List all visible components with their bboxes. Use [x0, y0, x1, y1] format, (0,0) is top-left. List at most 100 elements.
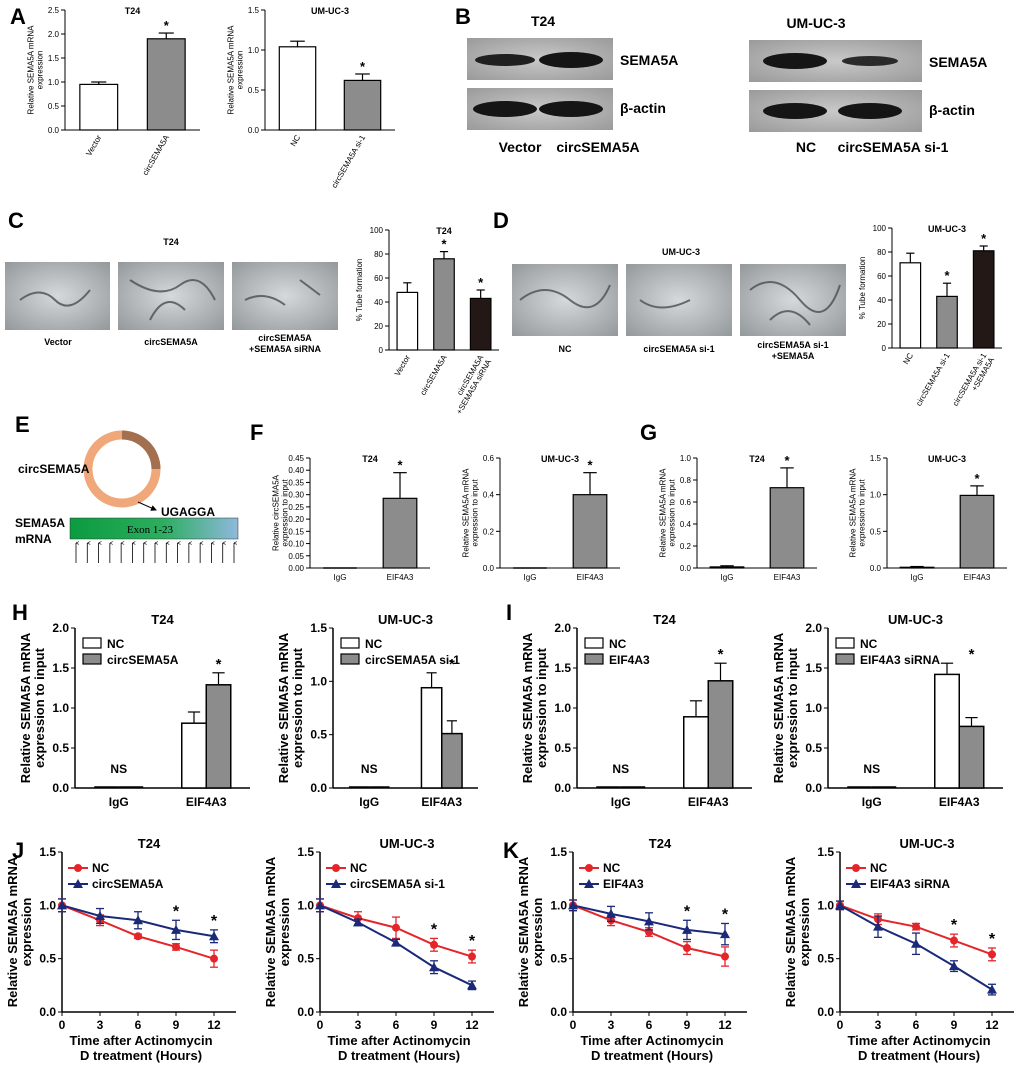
y-tick-label: 0.0 [310, 781, 327, 795]
x-tick-label: EIF4A3 [421, 795, 462, 809]
mrna-bar [69, 517, 239, 540]
micro-d-title: UM-UC-3 [662, 247, 700, 257]
y-tick-label: 0.5 [310, 728, 327, 742]
y-tick-label: 0.0 [817, 1005, 834, 1019]
y-tick-label: 100 [370, 226, 384, 235]
significance-star: * [784, 453, 790, 468]
y-axis-label: Relative SEMA5A mRNAexpression [783, 856, 812, 1007]
significance-star: * [173, 903, 180, 920]
exon-label: Exon 1-23 [127, 524, 174, 536]
tube-network-lines [19, 279, 321, 321]
panel-letter-c: C [8, 208, 24, 233]
micro-d-label-1: NC [559, 344, 572, 354]
chart-title: T24 [151, 612, 174, 627]
bar [936, 295, 958, 349]
significance-star: * [722, 906, 729, 923]
y-tick-label: 0.0 [48, 126, 60, 135]
x-tick-label: circSEMA5A si-1+SEMA5A [951, 351, 997, 412]
micro-d-label-3: circSEMA5A si-1 +SEMA5A [757, 340, 828, 361]
bar [572, 494, 608, 569]
significance-star: * [469, 933, 476, 950]
data-point [171, 924, 181, 934]
y-axis-label: Relative SEMA5A mRNAexpression [263, 856, 292, 1007]
legend-label: NC [609, 637, 627, 651]
y-tick-label: 0.0 [483, 564, 495, 573]
chart-f2: 0.0 0.2 0.4 0.6 UM-UC-3 Relative SEMA5A mRNAe… [462, 454, 620, 582]
legend-swatch [82, 637, 102, 649]
x-tick-label: 3 [608, 1018, 615, 1032]
chart-k1: 0.0 0.5 1.0 1.5 T24 Relative SEMA5A mRNAexpre… [516, 836, 747, 1063]
blot-band [473, 101, 537, 117]
panel-letter-e: E [15, 412, 30, 437]
x-tick-label: NC [289, 133, 303, 148]
chart-title: UM-UC-3 [380, 836, 435, 851]
y-tick-label: 1.0 [554, 701, 571, 715]
y-tick-label: 1.0 [817, 898, 834, 912]
chart-g1: 0.0 0.2 0.4 0.6 0.8 1.0 T24 Relative SEMA5A mRN… [659, 453, 817, 582]
data-point [912, 922, 920, 931]
x-tick-label: 12 [718, 1018, 732, 1032]
legend-label: circSEMA5A [92, 877, 164, 891]
bar [420, 686, 443, 789]
data-point [210, 954, 218, 963]
bar [934, 673, 960, 789]
data-point [988, 950, 996, 959]
data-point [57, 900, 67, 910]
y-axis-label: Relative SEMA5A mRNAexpression to input [462, 468, 480, 558]
bar [441, 732, 463, 789]
data-point [468, 952, 476, 961]
significance-star: * [431, 921, 438, 938]
legend-label: EIF4A3 [603, 877, 644, 891]
panel-letter-k: K [503, 838, 519, 863]
significance-star: * [441, 237, 447, 252]
data-point [429, 962, 439, 972]
y-tick-label: 0.10 [288, 540, 304, 549]
chart-k2: 0.0 0.5 1.0 1.5 UM-UC-3 Relative SEMA5A mRNAe… [783, 836, 1014, 1063]
y-tick-label: 2.0 [554, 621, 571, 635]
y-tick-label: 2.0 [805, 621, 822, 635]
y-tick-label: 0.5 [817, 952, 834, 966]
y-tick-label: 0 [379, 346, 384, 355]
bar [899, 262, 922, 349]
y-tick-label: 0 [882, 344, 887, 353]
significance-star: * [981, 231, 987, 246]
x-tick-label: Vector [393, 353, 412, 377]
micro-c-label-3: circSEMA5A +SEMA5A siRNA [249, 333, 321, 354]
data-point [683, 944, 691, 952]
chart-title: UM-UC-3 [928, 454, 966, 464]
y-tick-label: 1.0 [805, 701, 822, 715]
legend-swatch [835, 637, 855, 649]
y-tick-label: 1.0 [48, 78, 60, 87]
y-axis-label: Relative SEMA5A mRNAexpression [5, 856, 34, 1007]
ns-label: NS [863, 762, 880, 776]
x-tick-label: 9 [951, 1018, 958, 1032]
y-axis-label: Relative circSEMA5Aexpression to input [272, 474, 290, 551]
x-tick-label: circSEMA5A si-1 [330, 133, 368, 190]
data-point [467, 980, 477, 990]
micrograph-c-2 [118, 262, 224, 330]
panel-letter-h: H [12, 600, 28, 625]
data-point [392, 923, 400, 932]
y-tick-label: 0.45 [288, 454, 304, 463]
y-tick-label: 40 [877, 296, 886, 305]
data-point [172, 942, 180, 951]
chart-title: T24 [649, 836, 672, 851]
bar [433, 258, 455, 351]
data-point [987, 984, 997, 994]
x-tick-label: circSEMA5A [141, 133, 172, 177]
y-tick-label: 0.0 [297, 1005, 314, 1019]
bar [899, 566, 935, 569]
x-tick-label: IgG [334, 573, 347, 582]
legend-marker [331, 879, 341, 888]
blot-band [842, 56, 898, 66]
y-tick-label: 0.0 [805, 781, 822, 795]
chart-title: T24 [749, 454, 765, 464]
y-tick-label: 0.25 [288, 503, 304, 512]
x-tick-label: 12 [985, 1018, 999, 1032]
x-tick-label: circSEMA5A+SEMA5A siRNA [447, 353, 494, 416]
bar [278, 46, 317, 131]
chart-title: T24 [125, 6, 141, 16]
bar [343, 79, 382, 131]
y-tick-label: 1.0 [52, 701, 69, 715]
chart-i1: 0.0 0.5 1.0 1.5 2.0 T24 Relative SEMA5A mRNAex… [520, 612, 752, 809]
